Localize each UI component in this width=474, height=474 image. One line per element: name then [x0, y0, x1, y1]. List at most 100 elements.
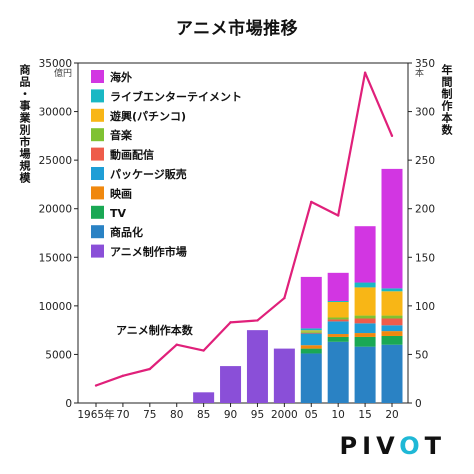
legend-label: TV [110, 207, 127, 220]
legend-label: 商品化 [110, 225, 143, 239]
left-tick-label: 25000 [39, 155, 72, 167]
x-tick-label: 05 [305, 409, 318, 421]
right-tick-label: 150 [415, 252, 435, 264]
left-tick-label: 10000 [39, 301, 72, 313]
x-tick-label: 10 [331, 409, 344, 421]
bar-segment [327, 301, 349, 318]
bar-segment [327, 317, 349, 320]
legend-swatch [91, 225, 104, 239]
line-production-count [95, 71, 394, 387]
x-tick-label: 75 [143, 409, 156, 421]
pivot-logo: PIVOT [340, 432, 446, 460]
legend-label: 映画 [110, 186, 132, 200]
bar-segment [327, 272, 349, 301]
legend-swatch [91, 108, 104, 122]
logo-text-o: O [399, 432, 425, 460]
legend-swatch [91, 186, 104, 200]
chart-title: アニメ市場推移 [175, 19, 299, 39]
plot-frame [77, 62, 409, 404]
line-point [175, 343, 178, 346]
left-tick-label: 5000 [45, 349, 72, 361]
bar-segment [300, 353, 322, 403]
bar-segment [381, 331, 403, 336]
bar-segment [300, 328, 322, 331]
bar-segment [381, 291, 403, 316]
logo-text-start: PIV [339, 432, 400, 460]
legend-swatch [91, 244, 104, 258]
x-tick-label: 15 [358, 409, 371, 421]
bar-segment [354, 323, 376, 334]
line-point [390, 134, 394, 138]
line-point [148, 367, 152, 371]
legend-label: 海外 [110, 70, 132, 84]
bar-segment [327, 321, 349, 335]
line-point [229, 321, 232, 324]
legend-label: パッケージ販売 [110, 167, 187, 181]
left-tick-label: 15000 [39, 252, 72, 264]
x-tick-label: 90 [224, 409, 237, 421]
legend-swatch [91, 89, 104, 103]
line-point [202, 349, 205, 352]
bar-segment [381, 344, 403, 403]
line-point [336, 214, 340, 217]
x-tick-label: 2000 [271, 409, 298, 421]
legend-label: 遊興(パチンコ) [110, 109, 186, 123]
right-tick-label: 250 [415, 155, 435, 167]
x-tick-label: 95 [251, 409, 264, 421]
right-tick-label: 350 [415, 58, 435, 70]
right-axis-label: 年間制作本数 [440, 64, 453, 136]
bar-segment [300, 276, 322, 329]
left-unit-label: 億円 [54, 67, 72, 79]
bar-anime-production-market [273, 348, 295, 403]
bar-segment [354, 282, 376, 288]
legend-label: 音楽 [110, 128, 133, 142]
right-tick-label: 300 [415, 107, 435, 119]
bar-segment [381, 288, 403, 292]
line-point [283, 296, 286, 300]
line-point [94, 384, 98, 387]
x-tick-label: 1965年 [77, 408, 114, 421]
bar-segment [354, 318, 376, 324]
bar-segment [354, 346, 376, 403]
legend-label: 動画配信 [110, 148, 154, 162]
bar-segment [327, 336, 349, 342]
bar-segment [354, 336, 376, 347]
bar-segment [327, 334, 349, 337]
left-tick-label: 35000 [39, 58, 72, 70]
right-tick-label: 50 [415, 349, 428, 361]
right-tick-label: 0 [415, 398, 422, 410]
left-tick-label: 20000 [39, 204, 72, 216]
bar-anime-production-market [193, 392, 215, 403]
x-tick-label: 70 [116, 409, 129, 421]
bar-segment [381, 335, 403, 345]
bar-segment [300, 332, 322, 334]
legend-swatch [91, 205, 104, 219]
bar-segment [327, 341, 349, 403]
bar-segment [354, 333, 376, 337]
bar-segment [354, 287, 376, 316]
bar-anime-production-market [220, 366, 242, 403]
bar-segment [327, 301, 349, 302]
bar-segment [354, 226, 376, 283]
legend-label: ライブエンターテイメント [110, 89, 242, 103]
line-point [363, 71, 367, 74]
bar-segment [300, 345, 322, 349]
bar-segment [300, 331, 322, 333]
bar-segment [381, 325, 403, 332]
legend-swatch [91, 167, 104, 180]
bar-anime-production-market [246, 330, 268, 403]
legend-swatch [91, 128, 104, 142]
x-tick-label: 20 [385, 409, 398, 421]
legend-swatch [91, 70, 104, 83]
line-point [310, 200, 313, 204]
legend-label: アニメ制作市場 [110, 245, 187, 259]
right-tick-label: 100 [415, 301, 435, 313]
line-point [256, 319, 259, 322]
bar-segment [381, 315, 403, 319]
logo-text-end: T [424, 432, 446, 460]
line-point [121, 374, 125, 377]
line-annotation: アニメ制作本数 [116, 323, 194, 337]
bar-segment [300, 348, 322, 354]
bar-segment [300, 330, 322, 332]
